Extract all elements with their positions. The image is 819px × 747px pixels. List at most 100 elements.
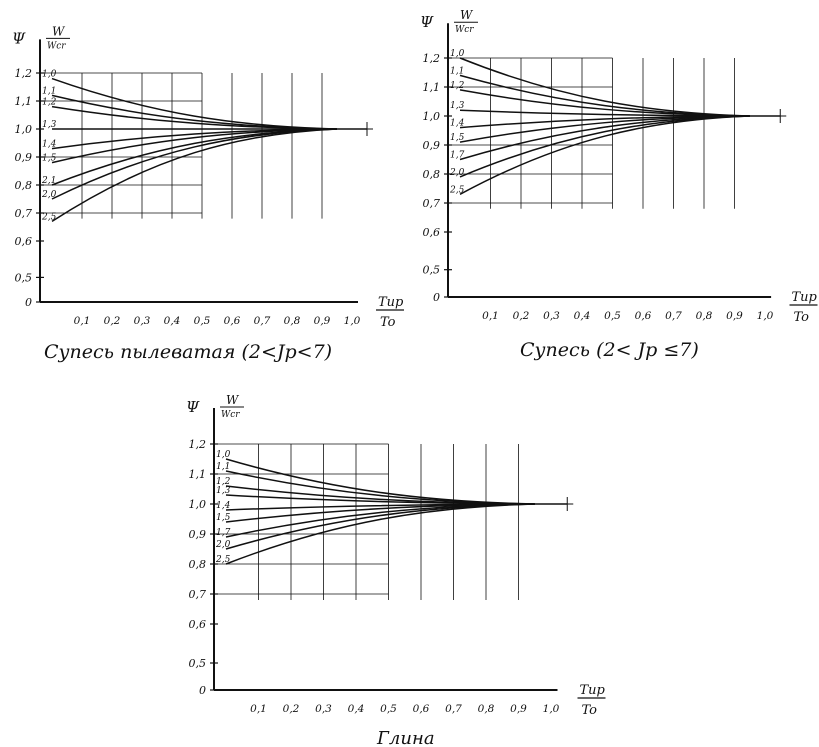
x-tick-label: 0,2 (513, 310, 530, 322)
y-tick-label: 0 (25, 296, 32, 309)
x-tick-label: 0,4 (574, 310, 591, 322)
x-tick-label: 0,4 (164, 315, 181, 327)
series-label: 2,5 (449, 185, 465, 195)
x-tick-label: 0,8 (284, 315, 301, 327)
ratio-label-den: Wcr (47, 41, 66, 51)
y-tick-label: 0,6 (423, 226, 441, 239)
x-label-num: Tup (792, 290, 818, 305)
x-tick-label: 0,6 (224, 315, 241, 327)
series-label: 2,5 (215, 555, 231, 565)
series-7 (51, 128, 338, 200)
x-tick-label: 0,4 (348, 703, 365, 715)
y-tick-label: 1,0 (423, 110, 441, 123)
series-label: 1,0 (450, 49, 465, 59)
y-symbol: Ψ (186, 398, 200, 416)
series-label: 1,5 (450, 133, 465, 143)
series-label: 1,4 (42, 140, 57, 150)
y-tick-label: 0,7 (15, 207, 33, 220)
x-tick-label: 0,2 (104, 315, 121, 327)
series-label: 1,3 (42, 120, 57, 130)
y-tick-label: 1,1 (423, 81, 441, 94)
ratio-label-den: Wcr (455, 25, 474, 35)
chart-2: 0 0,5 0,6 0,7 0,8 0,9 1,0 1,1 1,2 Ψ W Wcr 0,1 0,2 0,3 0… (420, 8, 818, 361)
y-tick-label: 0,6 (15, 235, 33, 248)
series-label: 1,5 (42, 154, 57, 164)
series-label: 2,1 (41, 176, 56, 186)
y-tick-label: 0,8 (15, 179, 33, 192)
series-label: 2,0 (41, 190, 57, 200)
y-tick-label: 0,6 (189, 618, 207, 631)
series-label: 1,7 (450, 151, 465, 161)
y-tick-label: 0,5 (423, 264, 441, 277)
series-label: 1,1 (216, 462, 230, 472)
series-label: 1,2 (216, 477, 231, 487)
y-tick-label: 0,7 (189, 588, 207, 601)
chart-caption: Глина (376, 728, 435, 747)
x-label-den: To (794, 310, 810, 325)
ratio-label-den: Wcr (221, 410, 240, 420)
x-label-den: To (380, 315, 396, 330)
y-symbol: Ψ (420, 13, 434, 31)
x-tick-label: 0,5 (194, 315, 211, 327)
y-tick-label: 1,2 (423, 52, 441, 65)
x-tick-label: 0,5 (604, 310, 621, 322)
y-tick-label: 1,0 (15, 123, 33, 136)
series-8 (225, 503, 535, 565)
series-label: 2,5 (41, 212, 57, 222)
x-tick-label: 0,1 (250, 703, 267, 715)
y-tick-label: 1,1 (189, 468, 207, 481)
x-tick-label: 0,7 (254, 315, 271, 327)
y-tick-label: 0,5 (189, 657, 207, 670)
y-tick-label: 1,1 (15, 95, 33, 108)
y-tick-label: 0 (199, 684, 206, 697)
y-tick-label: 0 (433, 291, 440, 304)
x-tick-label: 1,0 (757, 310, 774, 322)
x-label-den: To (582, 703, 598, 718)
chart-caption: Супесь (2< Jp ≤7) (520, 339, 699, 361)
series-label: 2,0 (449, 168, 465, 178)
x-tick-label: 0,9 (510, 703, 527, 715)
x-tick-label: 0,1 (74, 315, 91, 327)
series-label: 1,1 (42, 86, 56, 96)
x-tick-label: 0,1 (482, 310, 499, 322)
y-tick-label: 0,9 (15, 151, 33, 164)
series-label: 1,1 (450, 66, 464, 76)
x-tick-label: 0,8 (478, 703, 495, 715)
x-label-num: Tup (580, 683, 606, 698)
y-tick-label: 0,9 (189, 528, 207, 541)
series-3 (459, 109, 750, 117)
x-tick-label: 0,9 (314, 315, 331, 327)
series-label: 2,0 (215, 540, 231, 550)
series-2 (51, 105, 338, 130)
x-tick-label: 0,5 (380, 703, 397, 715)
chart-caption: Супесь пылеватая (2<Jp<7) (44, 341, 332, 363)
series-label: 1,7 (216, 528, 231, 538)
ratio-label-num: W (226, 393, 240, 407)
y-tick-label: 0,8 (423, 168, 441, 181)
series-label: 1,3 (450, 101, 465, 111)
series-5 (459, 115, 750, 143)
series-label: 1,5 (216, 513, 231, 523)
x-tick-label: 0,6 (413, 703, 430, 715)
x-tick-label: 0,9 (726, 310, 743, 322)
y-tick-label: 1,0 (189, 498, 207, 511)
series-label: 1,3 (216, 486, 231, 496)
y-tick-label: 0,9 (423, 139, 441, 152)
x-tick-label: 0,3 (134, 315, 151, 327)
y-tick-label: 1,2 (15, 67, 33, 80)
series-8 (51, 128, 338, 223)
series-label: 1,0 (216, 450, 231, 460)
x-tick-label: 1,0 (344, 315, 361, 327)
y-tick-label: 0,5 (15, 271, 33, 284)
x-label-num: Tup (378, 295, 404, 310)
y-symbol: Ψ (12, 29, 26, 47)
x-tick-label: 0,3 (315, 703, 332, 715)
chart-1: 0 0,5 0,6 0,7 0,8 0,9 1,0 1,1 1,2 Ψ W Wcr 0,1 0,2 0,3 0… (12, 24, 404, 363)
series-label: 1,2 (450, 81, 465, 91)
ratio-label-num: W (460, 8, 474, 22)
series-8 (459, 115, 750, 195)
x-tick-label: 0,8 (696, 310, 713, 322)
x-tick-label: 0,2 (283, 703, 300, 715)
x-tick-label: 1,0 (543, 703, 560, 715)
